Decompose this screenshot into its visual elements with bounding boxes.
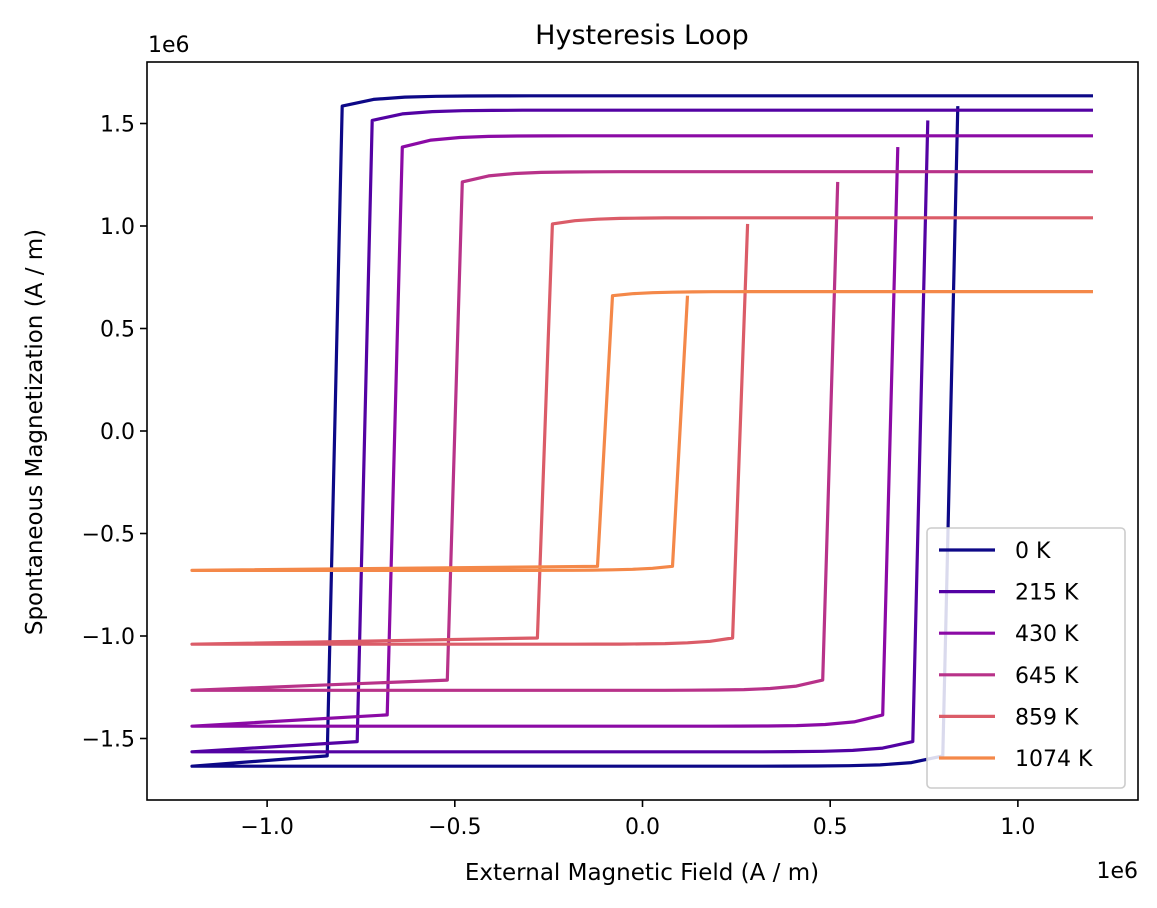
x-tick-label: 0.5 xyxy=(813,815,848,840)
x-tick-label: 0.0 xyxy=(625,815,660,840)
y-tick-label: 1.0 xyxy=(100,215,135,240)
series-line-0-k xyxy=(190,94,1093,768)
series-line-1074-k xyxy=(190,290,1093,572)
legend-label: 859 K xyxy=(1015,705,1079,730)
x-tick-label: −0.5 xyxy=(428,815,481,840)
series-layer xyxy=(190,94,1093,768)
legend-label: 645 K xyxy=(1015,664,1079,689)
x-tick-label: 1.0 xyxy=(1000,815,1035,840)
series-line-430-k xyxy=(190,134,1093,728)
y-tick-label: 1.5 xyxy=(100,113,135,138)
x-tick-label: −1.0 xyxy=(240,815,293,840)
y-offset-label: 1e6 xyxy=(148,33,190,58)
x-axis-title: External Magnetic Field (A / m) xyxy=(465,860,819,886)
series-line-215-k xyxy=(190,108,1093,754)
y-tick-label: −0.5 xyxy=(82,523,135,548)
legend-label: 0 K xyxy=(1015,539,1051,564)
y-tick-label: −1.0 xyxy=(82,625,135,650)
chart-title: Hysteresis Loop xyxy=(535,20,749,51)
y-tick-label: 0.5 xyxy=(100,318,135,343)
series-line-645-k xyxy=(190,170,1093,692)
x-offset-label: 1e6 xyxy=(1096,859,1138,884)
legend: 0 K 215 K 430 K 645 K 859 K 1074 K xyxy=(926,527,1126,789)
y-tick-label: 0.0 xyxy=(100,420,135,445)
ticks-layer: −1.0 −0.5 0.0 0.5 1.0 −1.5 −1.0 −0.5 0.0 0.5 1.0 1.… xyxy=(82,113,1036,841)
series-line-859-k xyxy=(190,216,1093,646)
legend-label: 215 K xyxy=(1015,581,1079,606)
legend-label: 1074 K xyxy=(1015,747,1093,772)
y-tick-label: −1.5 xyxy=(82,728,135,753)
legend-label: 430 K xyxy=(1015,622,1079,647)
y-axis-title: Spontaneous Magnetization (A / m) xyxy=(22,229,48,635)
plot-frame xyxy=(146,61,1139,801)
